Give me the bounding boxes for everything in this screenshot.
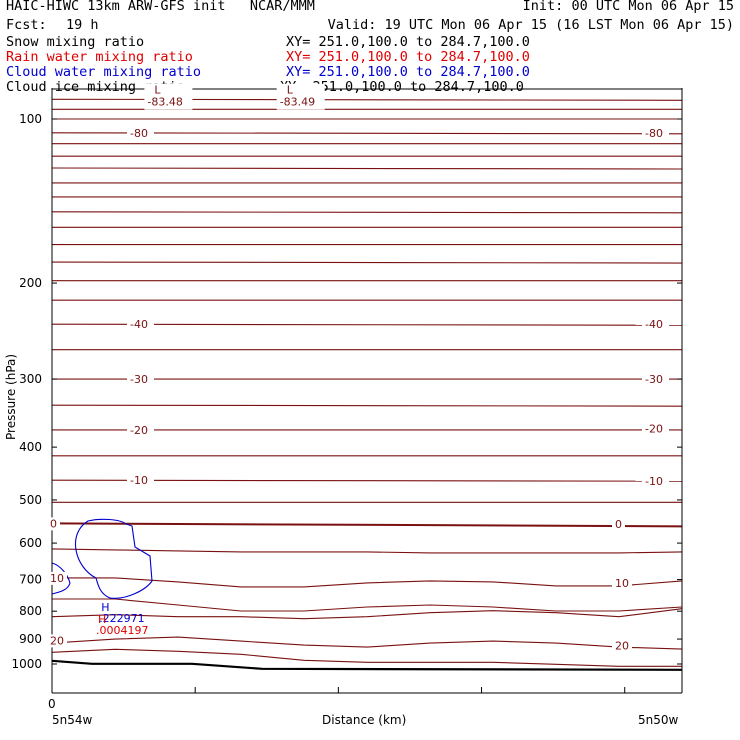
low-marker-value: -83.49 <box>280 96 315 109</box>
isotherm-line <box>51 479 683 482</box>
contour-label-bg <box>47 571 67 585</box>
isotherm-line <box>51 323 683 326</box>
y-tick-label: 800 <box>19 604 42 618</box>
y-tick-labels: 100 200 300 400 500 600 700 800 900 1000 <box>11 112 42 671</box>
contour-label: 0 <box>615 518 622 531</box>
surface-line <box>51 659 683 671</box>
contour-label: 20 <box>50 634 64 647</box>
isotherm-line <box>51 608 683 620</box>
isotherm-line <box>52 577 683 588</box>
x-right-label: 5n50w <box>638 713 679 727</box>
low-marker-label: L <box>287 84 294 97</box>
x-left-label: 5n54w <box>52 713 93 727</box>
contour-label: -10 <box>130 474 148 487</box>
y-tick-label: 500 <box>19 493 42 507</box>
low-marker-bg <box>144 83 193 110</box>
axes <box>51 88 683 694</box>
high-marker-label: H <box>101 601 109 614</box>
x-axis-label: Distance (km) <box>322 713 406 727</box>
contour-label-bg <box>47 517 60 531</box>
low-marker-value: -83.48 <box>147 96 182 109</box>
header-title: HAIC-HIWC 13km ARW-GFS init NCAR/MMM <box>6 0 315 14</box>
header-valid: Valid: 19 UTC Mon 06 Apr 15 (16 LST Mon … <box>327 17 734 33</box>
y-tick-label: 900 <box>19 632 42 646</box>
cloud-water-region-edge <box>51 562 71 595</box>
isotherm-line <box>51 132 683 135</box>
contour-label-bg <box>642 318 669 332</box>
contour-label: -20 <box>130 424 148 437</box>
y-tick-label: 100 <box>19 112 42 126</box>
contour-label: -20 <box>645 423 663 436</box>
high-marker-value: .222971 <box>99 612 145 625</box>
contour-label-bg <box>127 373 154 387</box>
isotherm-line <box>51 548 683 554</box>
contour-label: -80 <box>645 127 663 140</box>
field-rain-xy: XY= 251.0,100.0 to 284.7,100.0 <box>286 49 530 65</box>
isotherm-line <box>51 167 683 170</box>
isotherm-line <box>51 648 682 667</box>
contour-label: 20 <box>615 640 629 653</box>
contour-label-bg <box>642 475 669 489</box>
cloud-water-contour <box>51 518 153 599</box>
field-cloudwater-xy: XY= 251.0,100.0 to 284.7,100.0 <box>286 64 530 80</box>
contour-label-bg <box>127 318 154 332</box>
isotherm-line <box>51 404 683 407</box>
y-tick-label: 300 <box>19 372 42 386</box>
header-fcst-label: Fcst: <box>6 17 47 33</box>
contour-label: -40 <box>130 318 148 331</box>
header-init: Init: 00 UTC Mon 06 Apr 15 <box>522 0 734 14</box>
contour-label-bg <box>612 639 632 653</box>
contour-label-bg <box>642 373 669 387</box>
low-marker-label: L <box>154 84 161 97</box>
contour-label-bg <box>127 126 154 140</box>
contour-label: 10 <box>615 577 629 590</box>
y-tick-label: 400 <box>19 440 42 454</box>
isotherm-zero <box>51 522 683 528</box>
y-tick-label: 700 <box>19 573 42 587</box>
contour-label: 0 <box>50 517 57 530</box>
high-marker-label: H <box>98 613 106 626</box>
contour-label-bg <box>612 576 632 590</box>
contour-label-bg <box>47 634 67 648</box>
low-marker-bg <box>276 83 325 110</box>
isotherm-line <box>51 261 683 264</box>
field-cloudwater-name: Cloud water mixing ratio <box>6 64 202 80</box>
contour-label-bg <box>612 518 625 532</box>
contour-labels: -80 -80 -40 -40 -30 -30 -20 -20 -10 -10 0 0 10 10 20 20 <box>47 126 669 653</box>
contour-label-bg <box>642 422 669 436</box>
field-snow-xy: XY= 251.0,100.0 to 284.7,100.0 <box>286 34 530 50</box>
y-tick-label: 200 <box>19 276 42 290</box>
field-rain-name: Rain water mixing ratio <box>6 49 193 65</box>
contour-label-bg <box>642 126 669 140</box>
contour-label: -80 <box>130 127 148 140</box>
header-fcst-value: 19 h <box>66 17 99 33</box>
field-snow-name: Snow mixing ratio <box>6 34 145 50</box>
contour-label: -30 <box>130 373 148 386</box>
isotherm-line <box>51 636 683 650</box>
y-tick-label: 1000 <box>11 657 42 671</box>
x-start-label: 0 <box>48 697 56 711</box>
contour-label: 10 <box>50 572 64 585</box>
contour-label-bg <box>127 474 154 488</box>
cloud-water-region-main <box>74 518 153 599</box>
high-marker-value: .0004197 <box>96 624 149 637</box>
isotherm-line <box>52 598 683 612</box>
y-axis-label: Pressure (hPa) <box>4 354 18 440</box>
contour-label-bg <box>127 423 154 437</box>
y-tick-label: 600 <box>19 536 42 550</box>
contour-label: -10 <box>645 475 663 488</box>
contour-label: -30 <box>645 373 663 386</box>
temperature-contours <box>51 98 683 671</box>
contour-label: -40 <box>645 318 663 331</box>
isotherm-line <box>51 211 683 214</box>
